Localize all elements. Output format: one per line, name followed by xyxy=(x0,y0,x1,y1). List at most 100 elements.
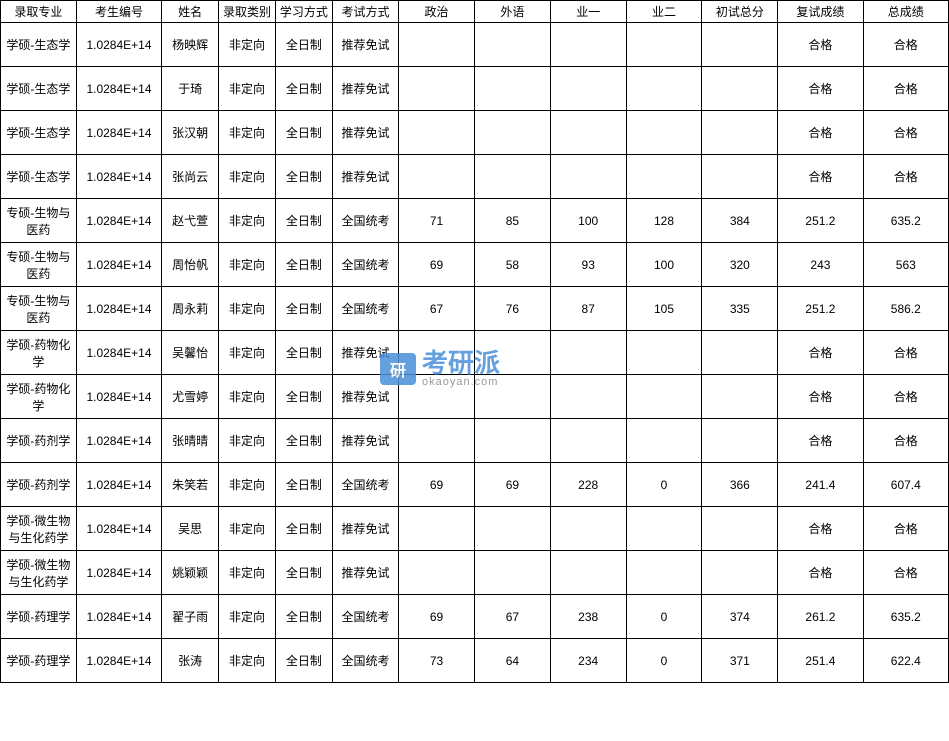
cell-mode: 全日制 xyxy=(275,331,332,375)
cell-total: 合格 xyxy=(863,67,948,111)
cell-major: 学硕-生态学 xyxy=(1,111,77,155)
cell-major: 专硕-生物与医药 xyxy=(1,199,77,243)
cell-pol xyxy=(399,23,475,67)
cell-pol xyxy=(399,507,475,551)
cell-s1 xyxy=(550,111,626,155)
cell-total: 563 xyxy=(863,243,948,287)
cell-for xyxy=(474,67,550,111)
cell-name: 赵弋萱 xyxy=(162,199,219,243)
cell-id: 1.0284E+14 xyxy=(76,331,161,375)
cell-cat: 非定向 xyxy=(219,111,276,155)
cell-id: 1.0284E+14 xyxy=(76,419,161,463)
cell-major: 专硕-生物与医药 xyxy=(1,287,77,331)
cell-s2 xyxy=(626,67,702,111)
col-header-name: 姓名 xyxy=(162,1,219,23)
cell-id: 1.0284E+14 xyxy=(76,463,161,507)
cell-retest: 241.4 xyxy=(778,463,863,507)
cell-s2: 100 xyxy=(626,243,702,287)
cell-s1: 238 xyxy=(550,595,626,639)
cell-mode: 全日制 xyxy=(275,419,332,463)
cell-pol xyxy=(399,67,475,111)
cell-prelim xyxy=(702,331,778,375)
cell-cat: 非定向 xyxy=(219,595,276,639)
cell-for xyxy=(474,375,550,419)
cell-exam: 全国统考 xyxy=(332,287,398,331)
cell-s2 xyxy=(626,375,702,419)
cell-s2: 128 xyxy=(626,199,702,243)
cell-cat: 非定向 xyxy=(219,639,276,683)
table-row: 学硕-微生物与生化药学1.0284E+14姚颖颖非定向全日制推荐免试合格合格 xyxy=(1,551,949,595)
cell-mode: 全日制 xyxy=(275,199,332,243)
cell-retest: 合格 xyxy=(778,23,863,67)
cell-for: 64 xyxy=(474,639,550,683)
cell-id: 1.0284E+14 xyxy=(76,375,161,419)
col-header-prelim: 初试总分 xyxy=(702,1,778,23)
cell-total: 635.2 xyxy=(863,199,948,243)
cell-id: 1.0284E+14 xyxy=(76,243,161,287)
cell-s2 xyxy=(626,419,702,463)
cell-for xyxy=(474,507,550,551)
cell-for: 76 xyxy=(474,287,550,331)
table-row: 学硕-生态学1.0284E+14杨映辉非定向全日制推荐免试合格合格 xyxy=(1,23,949,67)
cell-total: 合格 xyxy=(863,419,948,463)
cell-for: 85 xyxy=(474,199,550,243)
cell-exam: 推荐免试 xyxy=(332,375,398,419)
cell-retest: 合格 xyxy=(778,551,863,595)
cell-s1 xyxy=(550,375,626,419)
cell-total: 合格 xyxy=(863,23,948,67)
cell-cat: 非定向 xyxy=(219,375,276,419)
cell-pol: 73 xyxy=(399,639,475,683)
cell-s1 xyxy=(550,331,626,375)
cell-prelim: 366 xyxy=(702,463,778,507)
table-row: 学硕-药剂学1.0284E+14张晴晴非定向全日制推荐免试合格合格 xyxy=(1,419,949,463)
col-header-retest: 复试成绩 xyxy=(778,1,863,23)
cell-exam: 推荐免试 xyxy=(332,67,398,111)
cell-major: 学硕-生态学 xyxy=(1,67,77,111)
cell-id: 1.0284E+14 xyxy=(76,551,161,595)
cell-name: 翟子雨 xyxy=(162,595,219,639)
cell-mode: 全日制 xyxy=(275,111,332,155)
cell-cat: 非定向 xyxy=(219,551,276,595)
cell-prelim xyxy=(702,67,778,111)
admission-table: 录取专业 考生编号 姓名 录取类别 学习方式 考试方式 政治 外语 业一 业二 … xyxy=(0,0,949,683)
cell-for xyxy=(474,23,550,67)
cell-total: 合格 xyxy=(863,111,948,155)
cell-prelim: 384 xyxy=(702,199,778,243)
cell-id: 1.0284E+14 xyxy=(76,507,161,551)
cell-name: 张尚云 xyxy=(162,155,219,199)
cell-exam: 全国统考 xyxy=(332,463,398,507)
cell-exam: 全国统考 xyxy=(332,595,398,639)
cell-cat: 非定向 xyxy=(219,507,276,551)
cell-retest: 合格 xyxy=(778,67,863,111)
cell-for xyxy=(474,551,550,595)
cell-pol xyxy=(399,551,475,595)
cell-prelim xyxy=(702,155,778,199)
table-row: 专硕-生物与医药1.0284E+14周怡帆非定向全日制全国统考695893100… xyxy=(1,243,949,287)
col-header-category: 录取类别 xyxy=(219,1,276,23)
cell-s2 xyxy=(626,507,702,551)
cell-s1 xyxy=(550,23,626,67)
col-header-mode: 学习方式 xyxy=(275,1,332,23)
cell-id: 1.0284E+14 xyxy=(76,287,161,331)
cell-name: 杨映辉 xyxy=(162,23,219,67)
cell-major: 学硕-药剂学 xyxy=(1,463,77,507)
col-header-foreign: 外语 xyxy=(474,1,550,23)
cell-cat: 非定向 xyxy=(219,199,276,243)
cell-prelim xyxy=(702,507,778,551)
cell-id: 1.0284E+14 xyxy=(76,67,161,111)
cell-name: 朱笑若 xyxy=(162,463,219,507)
table-row: 学硕-生态学1.0284E+14张汉朝非定向全日制推荐免试合格合格 xyxy=(1,111,949,155)
cell-exam: 推荐免试 xyxy=(332,23,398,67)
cell-for xyxy=(474,111,550,155)
table-row: 学硕-微生物与生化药学1.0284E+14吴思非定向全日制推荐免试合格合格 xyxy=(1,507,949,551)
cell-id: 1.0284E+14 xyxy=(76,595,161,639)
cell-pol xyxy=(399,111,475,155)
table-row: 学硕-药物化学1.0284E+14尤雪婷非定向全日制推荐免试合格合格 xyxy=(1,375,949,419)
cell-id: 1.0284E+14 xyxy=(76,639,161,683)
cell-prelim xyxy=(702,23,778,67)
cell-major: 学硕-生态学 xyxy=(1,155,77,199)
table-row: 学硕-生态学1.0284E+14于琦非定向全日制推荐免试合格合格 xyxy=(1,67,949,111)
cell-cat: 非定向 xyxy=(219,463,276,507)
cell-cat: 非定向 xyxy=(219,287,276,331)
cell-s1 xyxy=(550,551,626,595)
